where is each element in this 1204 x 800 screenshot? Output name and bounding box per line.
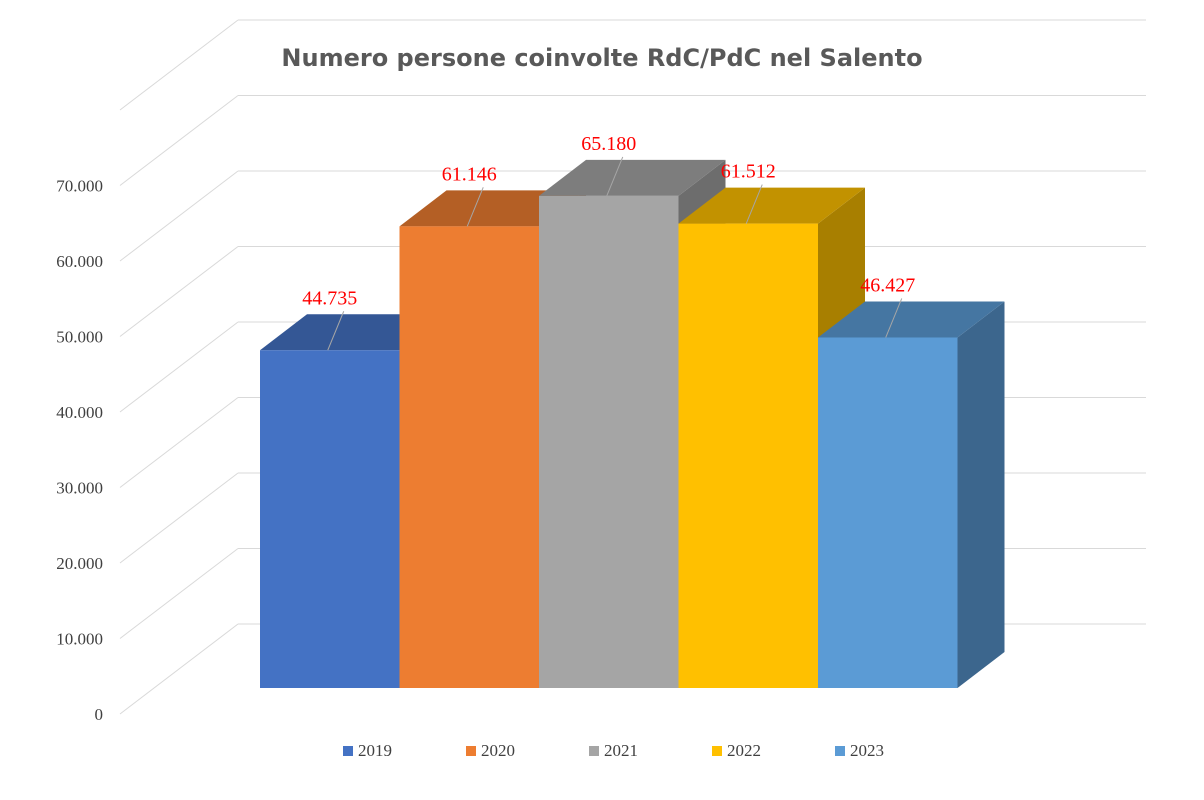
gridline-side xyxy=(119,246,239,337)
data-label: 44.735 xyxy=(302,287,357,309)
data-label-leader xyxy=(327,311,345,351)
y-tick-label: 60.000 xyxy=(56,252,103,271)
bar-top xyxy=(539,159,726,196)
legend-label: 2019 xyxy=(358,741,392,760)
legend-swatch xyxy=(589,746,599,756)
gridline-side xyxy=(119,19,239,111)
bar-front xyxy=(818,337,958,688)
gridline-side xyxy=(119,548,239,639)
bar-top xyxy=(678,187,865,224)
data-labels: 44.735 61.146 65.180 61.512 46.427 xyxy=(302,133,915,351)
data-label: 61.512 xyxy=(721,161,776,183)
legend-swatch xyxy=(466,746,476,756)
data-label: 65.180 xyxy=(581,133,636,155)
y-tick-label: 0 xyxy=(95,705,104,724)
data-label: 46.427 xyxy=(860,274,915,296)
y-tick-label: 20.000 xyxy=(56,554,103,573)
bar-front xyxy=(539,195,679,689)
bar-top xyxy=(818,301,1005,338)
gridline-side xyxy=(119,623,239,715)
bar-front xyxy=(399,226,539,688)
gridline-side xyxy=(119,397,239,488)
gridline-side xyxy=(119,95,239,186)
data-label-leader xyxy=(885,298,903,338)
bar-side xyxy=(957,301,1005,688)
data-label-leader xyxy=(466,187,484,227)
legend-label: 2020 xyxy=(481,741,515,760)
gridline-side xyxy=(119,170,239,262)
data-label-leader xyxy=(606,156,624,197)
gridline-side xyxy=(119,321,239,413)
data-label-leader xyxy=(745,184,763,224)
legend-label: 2023 xyxy=(850,741,884,760)
data-label: 61.146 xyxy=(442,163,497,185)
chart-title: Numero persone coinvolte RdC/PdC nel Sal… xyxy=(281,44,922,72)
legend: 2019 2020 2021 2022 2023 xyxy=(343,741,884,760)
bar-2023 xyxy=(818,301,1005,688)
y-tick-label: 30.000 xyxy=(56,479,103,498)
y-tick-label: 10.000 xyxy=(56,630,103,649)
y-tick-label: 50.000 xyxy=(56,328,103,347)
y-tick-label: 40.000 xyxy=(56,403,103,422)
legend-swatch xyxy=(343,746,353,756)
legend-label: 2022 xyxy=(727,741,761,760)
y-tick-label: 70.000 xyxy=(56,177,103,196)
legend-label: 2021 xyxy=(604,741,638,760)
bars xyxy=(260,159,1005,689)
gridline-side xyxy=(119,472,239,564)
legend-swatch xyxy=(712,746,722,756)
y-axis-ticks: 0 10.000 20.000 30.000 40.000 50.000 60.000 70.… xyxy=(56,177,103,725)
bar-front xyxy=(678,223,818,688)
bar-front xyxy=(260,350,400,688)
legend-swatch xyxy=(835,746,845,756)
